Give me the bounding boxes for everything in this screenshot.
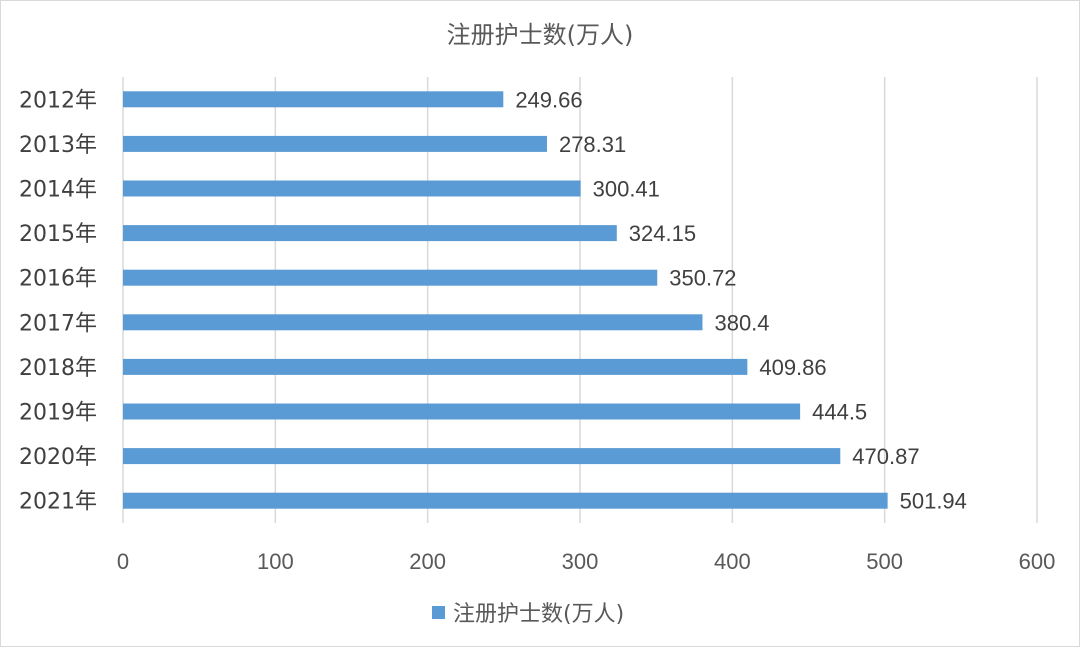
- value-label: 350.72: [669, 266, 736, 291]
- legend-swatch: [432, 606, 445, 619]
- value-label: 444.5: [812, 400, 867, 425]
- bar: [123, 448, 841, 465]
- x-tick-label: 400: [714, 549, 751, 574]
- chart-title: 注册护士数(万人): [447, 21, 634, 49]
- x-tick-label: 200: [409, 549, 446, 574]
- bar: [123, 180, 581, 197]
- x-tick-label: 300: [562, 549, 599, 574]
- legend-label: 注册护士数(万人): [453, 602, 624, 627]
- category-label: 2021年: [19, 490, 97, 515]
- x-tick-label: 600: [1019, 549, 1056, 574]
- value-label: 278.31: [559, 132, 626, 157]
- value-label: 249.66: [515, 87, 582, 112]
- value-label: 300.41: [593, 177, 660, 202]
- bar: [123, 403, 801, 420]
- bar: [123, 91, 504, 108]
- legend: 注册护士数(万人): [432, 602, 624, 627]
- bar: [123, 269, 658, 286]
- x-tick-label: 500: [866, 549, 903, 574]
- x-tick-labels: 0 100 200 300 400 500 600: [117, 549, 1055, 574]
- value-label: 470.87: [852, 444, 919, 469]
- category-label: 2016年: [19, 267, 97, 292]
- category-label: 2019年: [19, 401, 97, 426]
- bars: [123, 91, 888, 509]
- bar: [123, 314, 703, 331]
- value-label: 409.86: [759, 355, 826, 380]
- bar: [123, 492, 888, 509]
- x-tick-label: 0: [117, 549, 129, 574]
- bar: [123, 358, 748, 375]
- category-label: 2012年: [19, 88, 97, 113]
- value-label: 501.94: [900, 489, 967, 514]
- value-label: 324.15: [629, 221, 696, 246]
- category-labels: 2012年 2013年 2014年 2015年 2016年 2017年 2018年 2019年…: [19, 88, 97, 514]
- category-label: 2014年: [19, 178, 97, 203]
- category-label: 2015年: [19, 222, 97, 247]
- category-label: 2018年: [19, 356, 97, 381]
- category-label: 2020年: [19, 445, 97, 470]
- category-label: 2013年: [19, 133, 97, 158]
- bar: [123, 225, 617, 242]
- value-labels: 249.66 278.31 300.41 324.15 350.72 380.4 409.8…: [515, 87, 967, 513]
- x-tick-label: 100: [257, 549, 294, 574]
- bar: [123, 135, 547, 152]
- value-label: 380.4: [714, 310, 769, 335]
- category-label: 2017年: [19, 311, 97, 336]
